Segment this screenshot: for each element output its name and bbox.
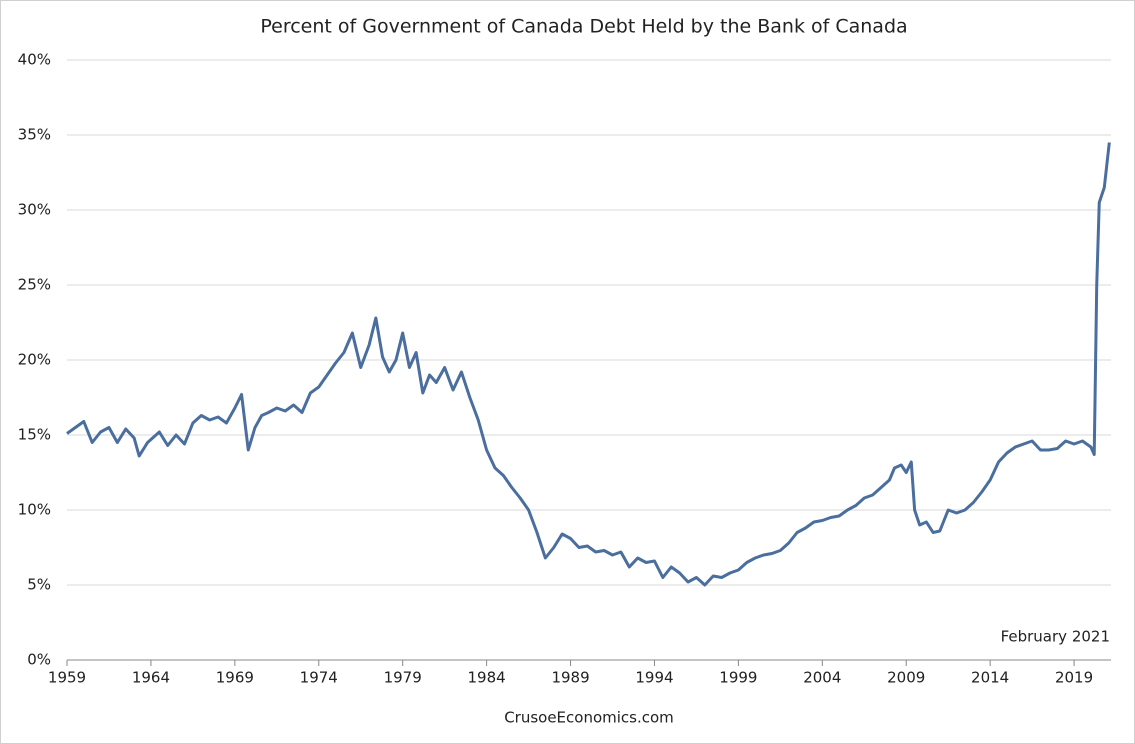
y-tick-label: 15%: [18, 426, 51, 444]
x-tick-label: 2014: [971, 669, 1009, 687]
x-tick-label: 1989: [551, 669, 589, 687]
x-tick-label: 1974: [300, 669, 338, 687]
x-tick-label: 1984: [468, 669, 506, 687]
x-tick-label: 1964: [132, 669, 170, 687]
y-tick-label: 0%: [27, 651, 51, 669]
x-tick-label: 2004: [803, 669, 841, 687]
x-tick-label: 1979: [384, 669, 422, 687]
x-tick-label: 1969: [216, 669, 254, 687]
chart-title: Percent of Government of Canada Debt Hel…: [260, 16, 907, 38]
y-tick-label: 5%: [27, 576, 51, 594]
x-tick-label: 1999: [719, 669, 757, 687]
x-tick-label: 1959: [48, 669, 86, 687]
y-tick-label: 25%: [18, 276, 51, 294]
x-tick-label: 1994: [635, 669, 673, 687]
y-tick-label: 35%: [18, 126, 51, 144]
y-tick-label: 40%: [18, 51, 51, 69]
annotation: February 2021: [1001, 628, 1110, 646]
source: CrusoeEconomics.com: [504, 709, 674, 727]
y-tick-label: 30%: [18, 201, 51, 219]
x-tick-label: 2019: [1055, 669, 1093, 687]
y-tick-label: 10%: [18, 501, 51, 519]
data-line: [66, 142, 1111, 587]
y-tick-label: 20%: [18, 351, 51, 369]
x-tick-label: 2009: [887, 669, 925, 687]
